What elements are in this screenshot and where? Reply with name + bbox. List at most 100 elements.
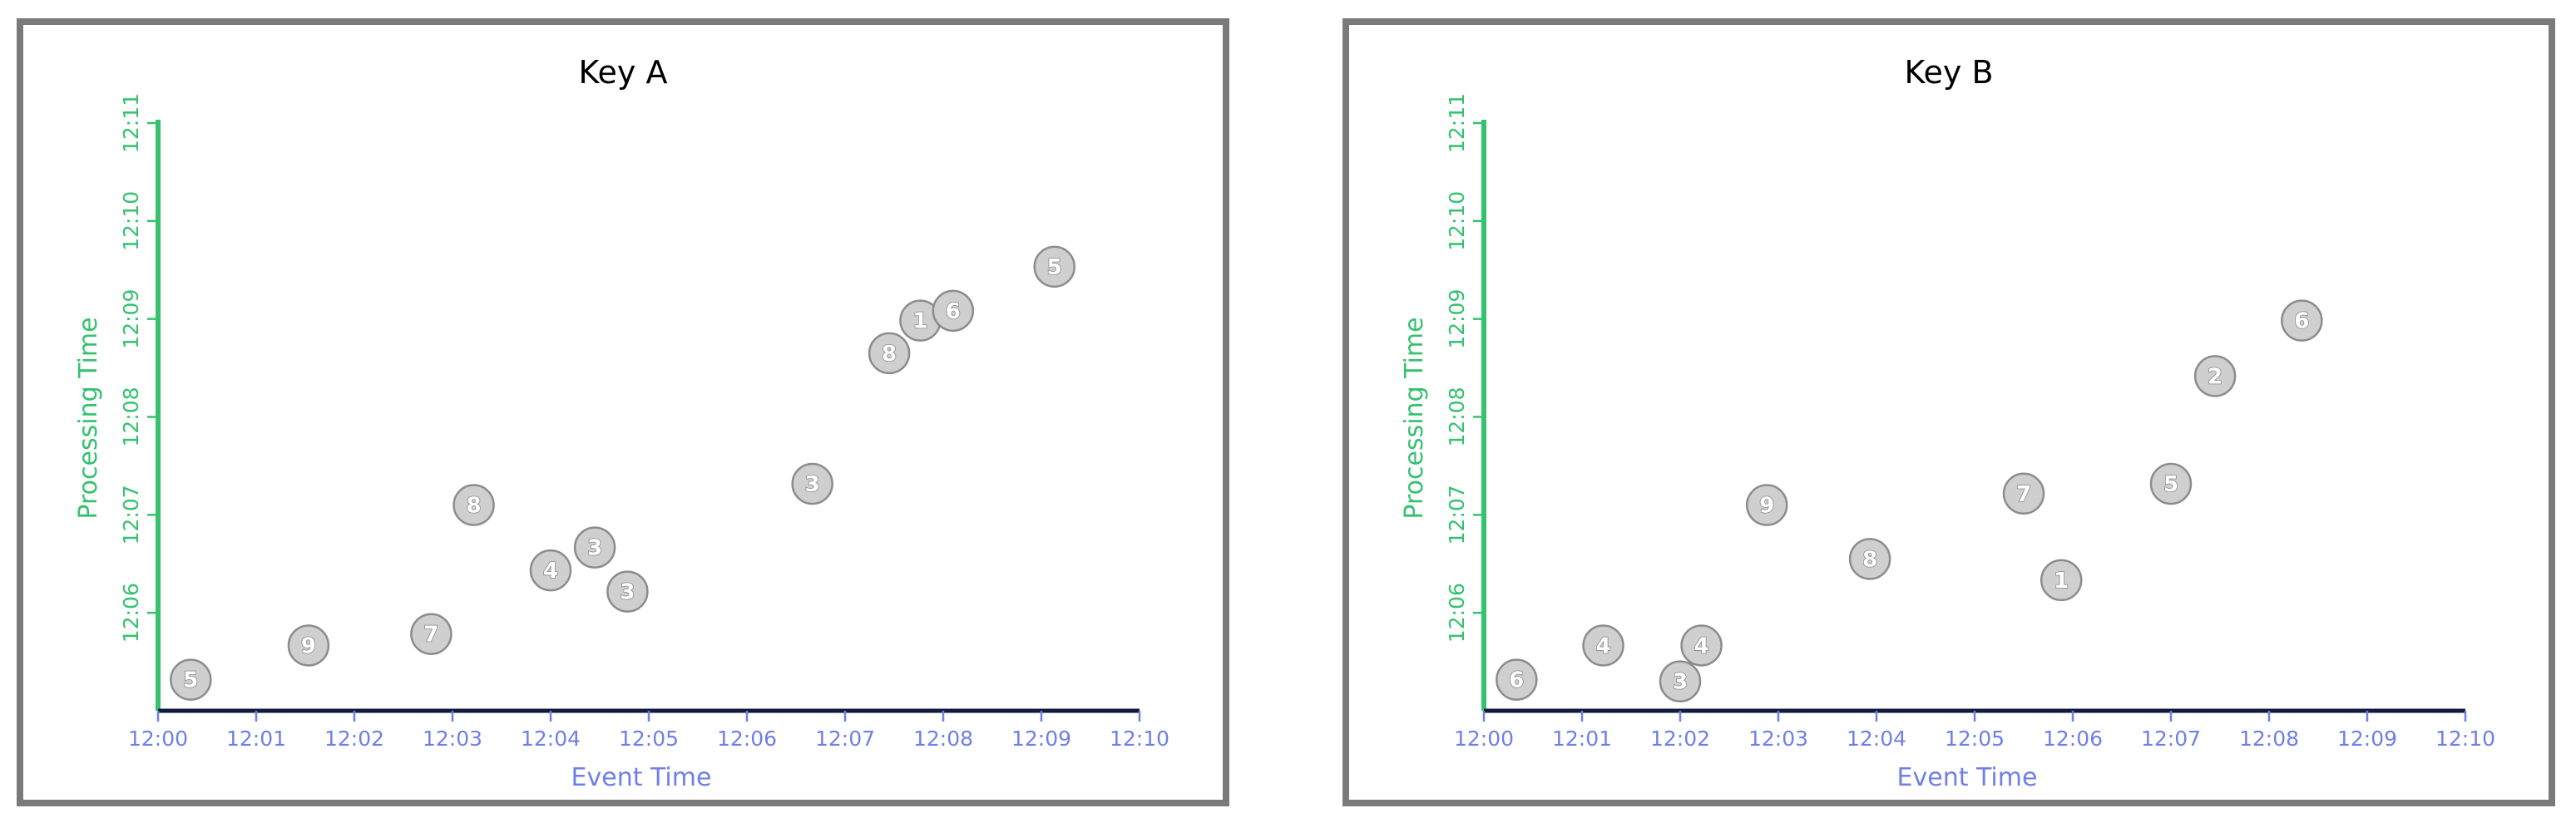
data-point-label: 7 xyxy=(423,623,438,648)
data-point-label: 5 xyxy=(183,668,198,693)
x-tick-label: 12:04 xyxy=(521,727,581,751)
data-point-label: 6 xyxy=(1509,668,1524,693)
data-point-marker xyxy=(529,549,572,592)
data-point-marker xyxy=(2193,355,2237,397)
data-point-label: 1 xyxy=(2054,569,2069,594)
x-tick-label: 12:05 xyxy=(619,727,679,751)
data-point-marker xyxy=(452,484,495,526)
data-point-label: 3 xyxy=(805,472,820,497)
data-point-label: 7 xyxy=(2016,482,2031,507)
data-point-marker xyxy=(1659,660,1702,702)
data-point-label: 3 xyxy=(1673,670,1688,695)
data-point: 2 xyxy=(2193,355,2237,397)
data-point: 6 xyxy=(1496,658,1538,701)
data-point: 4 xyxy=(1582,624,1624,667)
y-tick-label: 12:09 xyxy=(1445,289,1469,349)
data-point: 5 xyxy=(1033,245,1075,288)
x-tick-label: 12:10 xyxy=(1110,727,1169,751)
data-point-marker xyxy=(2040,559,2083,602)
x-tick-label: 12:01 xyxy=(1552,727,1612,751)
x-tick-label: 12:06 xyxy=(2043,727,2103,751)
data-point-label: 9 xyxy=(301,633,316,658)
y-tick-label: 12:08 xyxy=(1445,387,1469,446)
data-point: 8 xyxy=(452,484,495,526)
chart-title: Key B xyxy=(1904,54,1993,91)
data-point-marker xyxy=(1848,538,1891,580)
x-tick-label: 12:10 xyxy=(2435,727,2495,751)
y-axis-label: Processing Time xyxy=(74,317,103,519)
data-point: 9 xyxy=(1745,484,1788,526)
data-point-label: 8 xyxy=(467,494,482,519)
data-point-marker xyxy=(1033,245,1075,288)
y-tick-label: 12:09 xyxy=(119,289,143,349)
x-tick-label: 12:08 xyxy=(2239,727,2299,751)
data-point: 3 xyxy=(791,462,833,505)
x-tick-label: 12:09 xyxy=(1011,727,1071,751)
data-point-label: 3 xyxy=(620,580,635,605)
x-tick-label: 12:05 xyxy=(1945,727,2005,751)
y-tick-label: 12:06 xyxy=(1445,583,1469,643)
data-point: 6 xyxy=(2281,299,2323,342)
y-tick-label: 12:11 xyxy=(119,93,143,153)
data-point: 1 xyxy=(2040,559,2083,602)
x-tick-label: 12:07 xyxy=(2141,727,2201,751)
data-point-marker xyxy=(170,658,212,701)
data-point-label: 8 xyxy=(882,342,897,367)
data-point: 7 xyxy=(410,613,452,655)
x-tick-label: 12:02 xyxy=(324,727,384,751)
data-point-marker xyxy=(1680,624,1723,667)
data-point-label: 4 xyxy=(1694,633,1709,658)
data-point-marker xyxy=(2149,462,2193,505)
scatter-chart-key-b: Key B 12:00 12:01 12:02 12:03 12:04 12:05 12:06… xyxy=(1400,54,2495,792)
x-tick-label: 12:03 xyxy=(423,727,482,751)
x-tick-label: 12:00 xyxy=(128,727,188,751)
data-point: 3 xyxy=(606,570,649,613)
x-tick-label: 12:01 xyxy=(226,727,286,751)
data-point: 4 xyxy=(1680,624,1723,667)
x-tick-label: 12:09 xyxy=(2337,727,2397,751)
data-point-marker xyxy=(410,613,452,655)
data-point-marker xyxy=(1745,484,1788,526)
x-axis-label: Event Time xyxy=(571,763,712,792)
data-point-marker xyxy=(287,624,330,667)
data-point-label: 3 xyxy=(587,536,602,561)
data-point: 1 xyxy=(899,299,942,342)
data-point: 3 xyxy=(1659,660,1702,702)
data-point: 8 xyxy=(868,332,911,375)
data-point: 9 xyxy=(287,624,330,667)
data-point-marker xyxy=(1496,658,1538,701)
data-point-label: 9 xyxy=(1759,494,1774,519)
y-tick-label: 12:07 xyxy=(1445,485,1469,545)
chart-title: Key A xyxy=(579,54,668,91)
data-point: 5 xyxy=(2149,462,2193,505)
x-tick-label: 12:06 xyxy=(717,727,777,751)
data-point-label: 2 xyxy=(2208,364,2222,389)
scatter-chart-key-a: Key A 12:00 12:01 12:02 12:03 12:04 12:05 12:06… xyxy=(74,54,1169,792)
data-point: 3 xyxy=(573,526,616,569)
x-axis-label: Event Time xyxy=(1897,763,2038,792)
data-point-marker xyxy=(2281,299,2323,342)
data-point-marker xyxy=(791,462,833,505)
data-point: 8 xyxy=(1848,538,1891,580)
x-tick-label: 12:04 xyxy=(1847,727,1906,751)
y-tick-label: 12:11 xyxy=(1445,93,1469,153)
data-point-label: 8 xyxy=(1862,547,1877,572)
data-point-label: 5 xyxy=(1047,255,1062,280)
data-point: 7 xyxy=(2002,472,2045,515)
y-tick-label: 12:06 xyxy=(119,583,143,643)
y-axis-label: Processing Time xyxy=(1400,317,1429,519)
data-point-marker xyxy=(932,289,975,333)
y-tick-label: 12:10 xyxy=(1445,191,1469,251)
data-point-label: 4 xyxy=(1596,633,1611,658)
data-point-label: 4 xyxy=(543,559,558,584)
chart-panel-key-b: Key B 12:00 12:01 12:02 12:03 12:04 12:05 12:06… xyxy=(1342,18,2555,806)
x-tick-label: 12:03 xyxy=(1748,727,1808,751)
data-point-label: 5 xyxy=(2163,472,2178,497)
y-tick-label: 12:08 xyxy=(119,387,143,446)
data-point-label: 6 xyxy=(946,299,961,324)
chart-panel-key-a: Key A 12:00 12:01 12:02 12:03 12:04 12:05 12:06… xyxy=(17,18,1229,806)
data-point-marker xyxy=(868,332,911,375)
data-point-marker xyxy=(573,526,616,569)
x-tick-label: 12:08 xyxy=(913,727,973,751)
data-point-marker xyxy=(606,570,649,613)
